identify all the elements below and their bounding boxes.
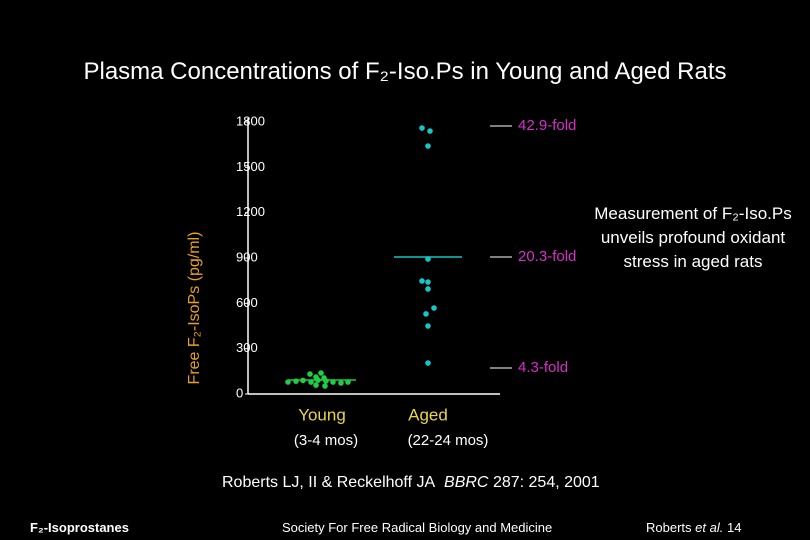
data-point (425, 323, 431, 329)
data-point (427, 128, 433, 134)
data-point (425, 143, 431, 149)
data-point (425, 279, 431, 285)
annotation: 20.3-fold (518, 248, 576, 265)
data-point (300, 377, 306, 384)
y-tick-label: 0 (236, 385, 243, 400)
y-tick-label: 1500 (236, 159, 265, 174)
data-point (330, 379, 336, 385)
data-point (425, 256, 431, 262)
data-point (308, 379, 314, 385)
footer-etal: et al. (695, 520, 724, 535)
footer-left: F₂-Isoprostanes (30, 520, 129, 535)
y-tick-label: 900 (236, 249, 258, 264)
x-tick-label: Young (298, 405, 346, 424)
y-tick-label: 600 (236, 295, 258, 310)
data-point (322, 383, 328, 389)
data-point (425, 286, 431, 292)
data-point (431, 305, 437, 311)
y-tick-label: 300 (236, 340, 258, 355)
citation: Roberts LJ, II & Reckelhoff JA (222, 474, 436, 491)
side-note: Measurement of F₂-Iso.Ps unveils profoun… (594, 204, 792, 271)
annotation: 4.3-fold (518, 359, 568, 376)
footer-author: Roberts (646, 520, 692, 535)
data-point (313, 382, 319, 388)
citation-line: Roberts LJ, II & Reckelhoff JA BBRC 287:… (222, 474, 600, 492)
y-axis-label: Free F₂-IsoPs (pg/ml) (186, 232, 203, 385)
data-point (338, 380, 344, 386)
data-point (293, 378, 299, 384)
data-point (321, 375, 327, 381)
data-point (313, 374, 319, 380)
x-tick-label: Aged (408, 405, 448, 424)
x-tick-note: (22-24 mos) (408, 432, 489, 449)
data-point (318, 370, 324, 376)
data-point (307, 371, 313, 377)
data-point (425, 360, 431, 366)
data-point (345, 379, 351, 385)
y-tick-label: 1800 (236, 113, 265, 128)
reference: 287: 254, 2001 (492, 474, 600, 491)
y-tick-label: 1200 (236, 204, 265, 219)
page-number: 14 (726, 520, 742, 535)
footer-center: Society For Free Radical Biology and Med… (282, 520, 553, 535)
journal: BBRC (444, 474, 489, 491)
data-point (423, 311, 429, 317)
data-point (419, 278, 425, 284)
data-point (285, 379, 291, 385)
footer-right: Roberts et al. 14 (646, 520, 741, 535)
data-point (419, 125, 425, 131)
x-tick-note: (3-4 mos) (294, 432, 358, 449)
annotation: 42.9-fold (518, 117, 576, 134)
chart-title: Plasma Concentrations of F₂-Iso.Ps in Yo… (83, 58, 727, 85)
